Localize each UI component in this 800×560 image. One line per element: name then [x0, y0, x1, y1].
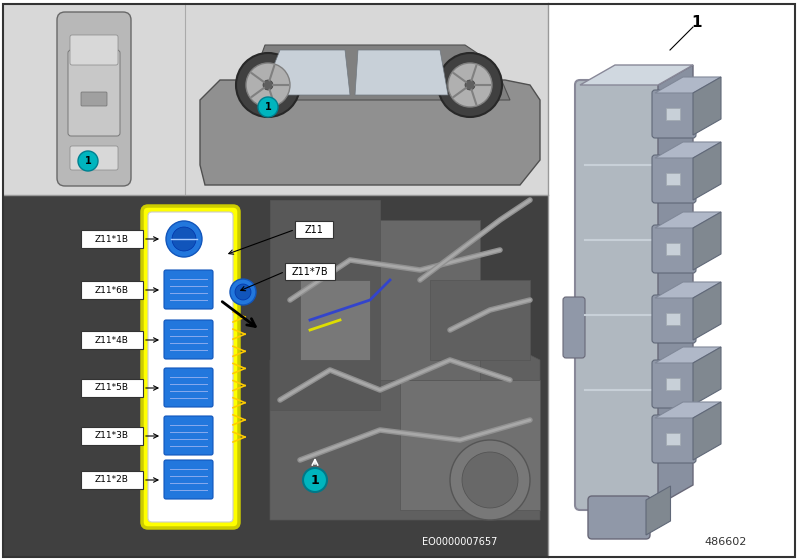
Bar [666, 108, 680, 120]
FancyBboxPatch shape [164, 416, 213, 455]
FancyBboxPatch shape [652, 155, 696, 203]
Text: 1: 1 [692, 15, 702, 30]
Polygon shape [270, 200, 380, 410]
Polygon shape [693, 77, 721, 135]
FancyBboxPatch shape [142, 206, 239, 528]
FancyBboxPatch shape [81, 92, 107, 106]
Polygon shape [355, 50, 448, 95]
FancyBboxPatch shape [164, 270, 213, 309]
Polygon shape [300, 280, 370, 360]
Circle shape [263, 80, 273, 90]
Text: 486602: 486602 [705, 537, 747, 547]
Polygon shape [245, 45, 510, 100]
FancyBboxPatch shape [295, 221, 333, 238]
FancyBboxPatch shape [70, 146, 118, 170]
FancyBboxPatch shape [70, 35, 118, 65]
Circle shape [438, 53, 502, 117]
Polygon shape [693, 142, 721, 200]
Polygon shape [693, 402, 721, 460]
FancyBboxPatch shape [81, 281, 143, 299]
Polygon shape [430, 280, 530, 360]
FancyBboxPatch shape [164, 368, 213, 407]
Circle shape [78, 151, 98, 171]
FancyBboxPatch shape [563, 297, 585, 358]
Bar [666, 378, 680, 390]
FancyBboxPatch shape [57, 12, 131, 186]
FancyBboxPatch shape [164, 320, 213, 359]
Polygon shape [658, 65, 693, 505]
Bar [3, 3, 185, 195]
FancyBboxPatch shape [148, 212, 233, 522]
Text: Z11*1B: Z11*1B [95, 235, 129, 244]
Circle shape [303, 468, 327, 492]
Polygon shape [380, 220, 480, 380]
Circle shape [166, 221, 202, 257]
FancyBboxPatch shape [81, 471, 143, 489]
Polygon shape [693, 282, 721, 340]
Text: EO0000007657: EO0000007657 [422, 537, 498, 547]
Circle shape [465, 80, 475, 90]
Text: Z11*2B: Z11*2B [95, 475, 129, 484]
Bar [666, 243, 680, 255]
FancyBboxPatch shape [588, 496, 650, 539]
Circle shape [236, 53, 300, 117]
Text: Z11*3B: Z11*3B [95, 432, 129, 441]
Polygon shape [262, 50, 350, 95]
Bar [3, 195, 548, 557]
Circle shape [258, 97, 278, 117]
Circle shape [462, 452, 518, 508]
Polygon shape [200, 80, 540, 185]
Polygon shape [646, 486, 670, 535]
Polygon shape [693, 212, 721, 270]
FancyBboxPatch shape [68, 50, 120, 136]
Bar [666, 313, 680, 325]
Polygon shape [270, 330, 540, 520]
Text: Z11*4B: Z11*4B [95, 335, 129, 344]
FancyBboxPatch shape [81, 427, 143, 445]
Polygon shape [655, 282, 721, 298]
FancyBboxPatch shape [81, 331, 143, 349]
Polygon shape [655, 142, 721, 158]
Polygon shape [655, 212, 721, 228]
Polygon shape [693, 347, 721, 405]
Text: Z11: Z11 [305, 225, 323, 235]
Polygon shape [655, 347, 721, 363]
Polygon shape [655, 402, 721, 418]
Bar [666, 173, 680, 185]
Text: 1: 1 [85, 156, 91, 166]
Bar [666, 433, 680, 445]
FancyBboxPatch shape [652, 90, 696, 138]
Circle shape [172, 227, 196, 251]
Bar [548, 4, 797, 557]
Polygon shape [655, 77, 721, 93]
FancyBboxPatch shape [652, 295, 696, 343]
FancyBboxPatch shape [81, 230, 143, 248]
Text: Z11*5B: Z11*5B [95, 384, 129, 393]
Circle shape [235, 284, 251, 300]
Polygon shape [400, 380, 540, 510]
Circle shape [246, 63, 290, 107]
Bar [185, 3, 548, 195]
FancyBboxPatch shape [164, 460, 213, 499]
FancyBboxPatch shape [285, 263, 335, 280]
Circle shape [450, 440, 530, 520]
Text: 1: 1 [265, 102, 271, 112]
FancyBboxPatch shape [575, 80, 663, 510]
Text: 1: 1 [310, 474, 319, 487]
Polygon shape [580, 65, 693, 85]
Text: Z11*7B: Z11*7B [292, 267, 328, 277]
Text: Z11*6B: Z11*6B [95, 286, 129, 295]
Circle shape [448, 63, 492, 107]
FancyBboxPatch shape [81, 379, 143, 397]
FancyBboxPatch shape [652, 415, 696, 463]
FancyBboxPatch shape [652, 360, 696, 408]
FancyBboxPatch shape [652, 225, 696, 273]
Circle shape [230, 279, 256, 305]
